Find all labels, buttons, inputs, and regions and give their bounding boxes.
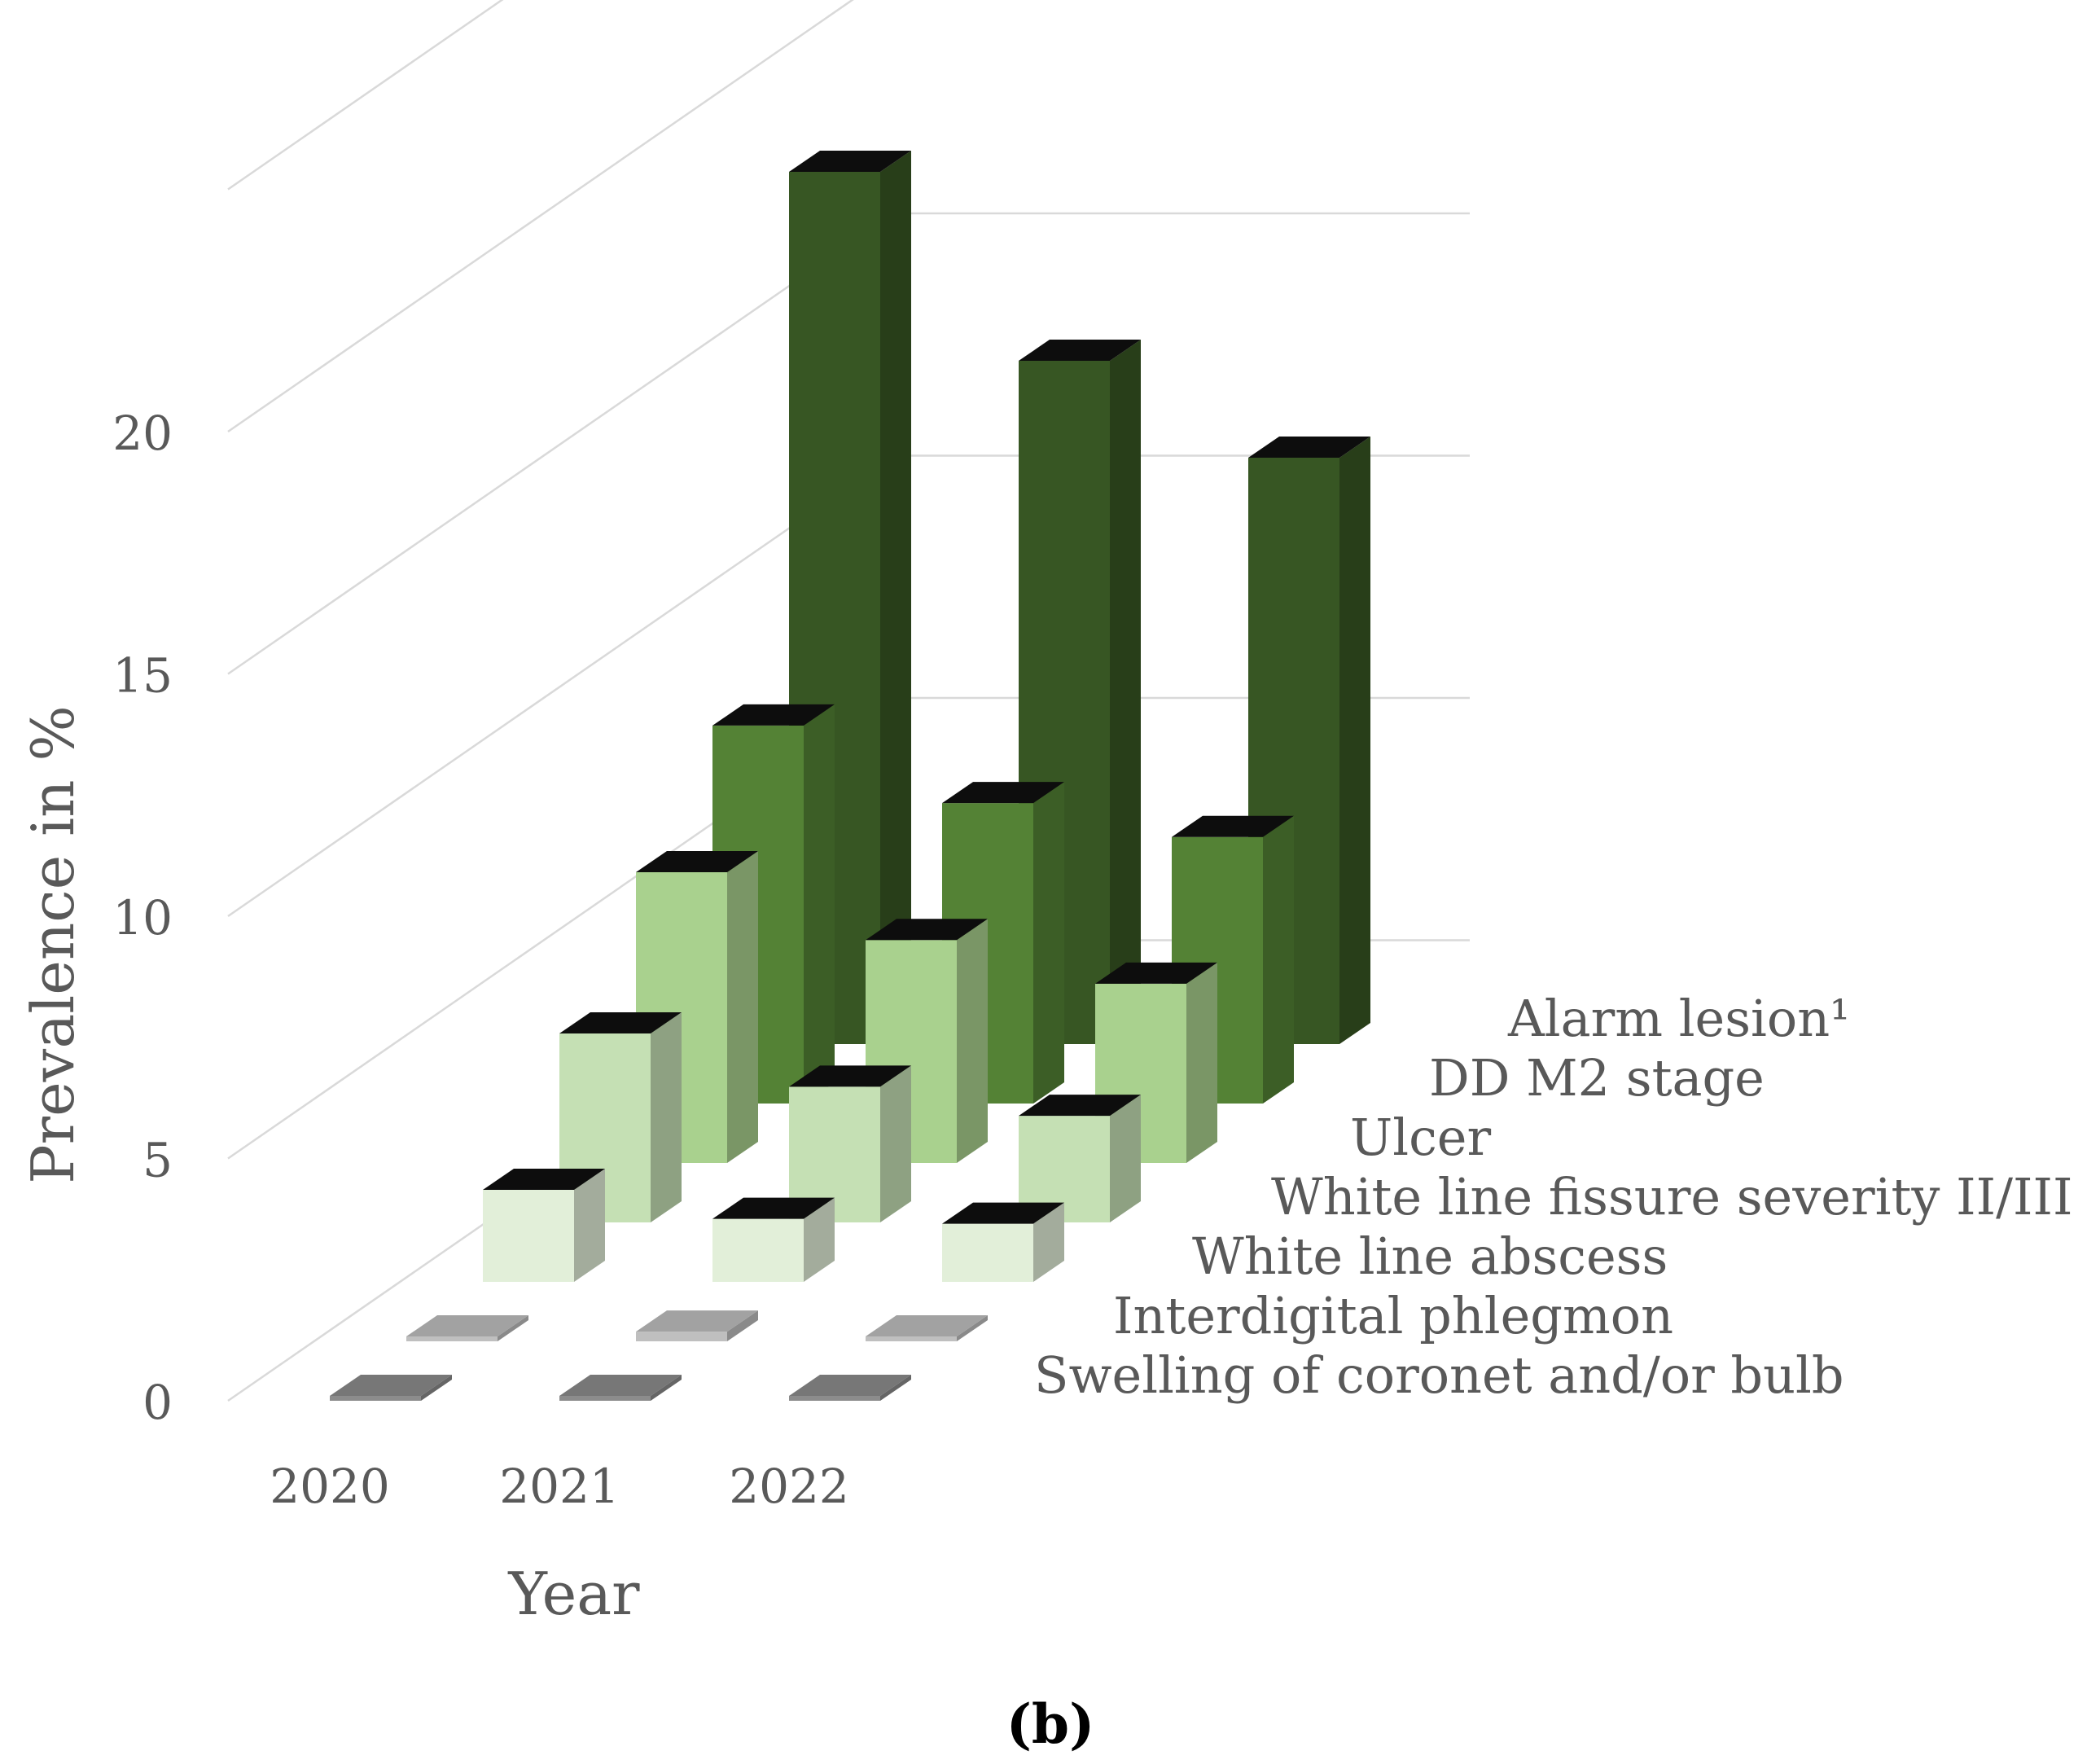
series-label-alarm-lesion: Alarm lesion¹	[1507, 989, 1850, 1048]
bar-white-line-abscess-2022	[942, 1202, 1064, 1282]
bar-side-face	[651, 1011, 682, 1222]
series-label-swelling-of-coronet-and-or-bulb: Swelling of coronet and/or bulb	[1034, 1345, 1844, 1405]
bar-side-face	[1033, 782, 1064, 1104]
bar-top-face	[406, 1315, 528, 1336]
bar-side-face	[804, 704, 835, 1104]
bar-top-face	[636, 851, 758, 872]
series-label-ulcer: Ulcer	[1350, 1108, 1491, 1167]
bars	[330, 151, 1370, 1401]
bar-top-face	[866, 1315, 988, 1336]
bar-interdigital-phlegmon-2020	[406, 1315, 528, 1341]
bar-white-line-abscess-2020	[483, 1168, 605, 1282]
bar-white-line-fissure-severity-ii-iii-2022	[1019, 1095, 1141, 1222]
bar-side-face	[1033, 1202, 1064, 1282]
bar-swelling-of-coronet-and-or-bulb-2021	[559, 1375, 682, 1401]
bar-interdigital-phlegmon-2022	[866, 1315, 988, 1341]
bar-side-face	[880, 151, 911, 1044]
gridline-diagonal	[227, 454, 895, 918]
y-tick-label: 20	[112, 406, 173, 461]
x-tick-label-2022: 2022	[729, 1459, 849, 1514]
y-tick-label: 10	[112, 890, 173, 946]
bar-top-face	[636, 1310, 758, 1332]
bar-side-face	[1263, 815, 1294, 1104]
bar-side-face	[651, 1375, 682, 1401]
bar-top-face	[866, 919, 988, 941]
bar-side-face	[1339, 437, 1370, 1044]
bar-side-face	[804, 1197, 835, 1282]
series-label-white-line-fissure-severity-ii-iii: White line fissure severity II/III	[1271, 1167, 2072, 1226]
bar-top-face	[559, 1375, 682, 1396]
series-label-interdigital-phlegmon: Interdigital phlegmon	[1113, 1286, 1673, 1345]
bar-top-face	[942, 782, 1064, 804]
gridline-diagonal	[227, 0, 504, 191]
y-axis-title: Prevalence in %	[19, 705, 87, 1184]
bar-top-face	[1019, 340, 1141, 362]
bar-side-face	[727, 851, 758, 1163]
bar-top-face	[942, 1202, 1064, 1224]
bar-side-face	[880, 1375, 911, 1401]
bar-side-face	[957, 1315, 988, 1341]
gridline-diagonal	[227, 212, 895, 675]
x-tick-label-2021: 2021	[499, 1459, 620, 1514]
bar-swelling-of-coronet-and-or-bulb-2020	[330, 1375, 452, 1401]
bar-side-face	[1186, 962, 1217, 1163]
x-axis-title: Year	[507, 1560, 640, 1628]
bar-top-face	[1095, 962, 1217, 984]
y-tick-label: 5	[142, 1133, 173, 1188]
bar-top-face	[712, 1197, 835, 1219]
bar-front-face	[636, 1332, 727, 1341]
panel-label: (b)	[1006, 1692, 1095, 1756]
bar-top-face	[330, 1375, 452, 1396]
bar-top-face	[1248, 437, 1370, 459]
bar-front-face	[1019, 1116, 1110, 1222]
bar-side-face	[727, 1310, 758, 1341]
bar-top-face	[789, 1065, 911, 1087]
bar-side-face	[1110, 340, 1141, 1044]
bar-front-face	[483, 1189, 574, 1282]
bar-side-face	[880, 1065, 911, 1222]
bar-front-face	[866, 1336, 957, 1341]
bar-front-face	[559, 1396, 651, 1401]
bar-white-line-fissure-severity-ii-iii-2021	[789, 1065, 911, 1222]
bar-front-face	[789, 1396, 880, 1401]
bar-white-line-abscess-2021	[712, 1197, 835, 1282]
bar-top-face	[789, 1375, 911, 1396]
bar-front-face	[406, 1336, 498, 1341]
bar-top-face	[1172, 815, 1294, 837]
bar-swelling-of-coronet-and-or-bulb-2022	[789, 1375, 911, 1401]
bar-front-face	[712, 1218, 804, 1282]
bar-side-face	[957, 919, 988, 1163]
bar-top-face	[1019, 1095, 1141, 1117]
gridline-diagonal	[227, 0, 854, 433]
bar-interdigital-phlegmon-2021	[636, 1310, 758, 1341]
gridlines	[227, 0, 1470, 1402]
bar-top-face	[483, 1168, 605, 1190]
bar-side-face	[421, 1375, 452, 1401]
bar-top-face	[789, 151, 911, 172]
bar-top-face	[712, 704, 835, 726]
bar-front-face	[330, 1396, 421, 1401]
bar-side-face	[574, 1168, 605, 1282]
y-tick-label: 0	[142, 1375, 173, 1430]
bar-top-face	[559, 1011, 682, 1033]
bar-side-face	[1110, 1095, 1141, 1222]
x-tick-label-2020: 2020	[270, 1459, 390, 1514]
bar-side-face	[498, 1315, 528, 1341]
series-label-dd-m2-stage: DD M2 stage	[1429, 1048, 1765, 1108]
series-label-white-line-abscess: White line abscess	[1192, 1226, 1668, 1286]
y-tick-label: 15	[112, 648, 173, 704]
bar-front-face	[942, 1223, 1033, 1282]
bar-front-face	[789, 1086, 880, 1222]
